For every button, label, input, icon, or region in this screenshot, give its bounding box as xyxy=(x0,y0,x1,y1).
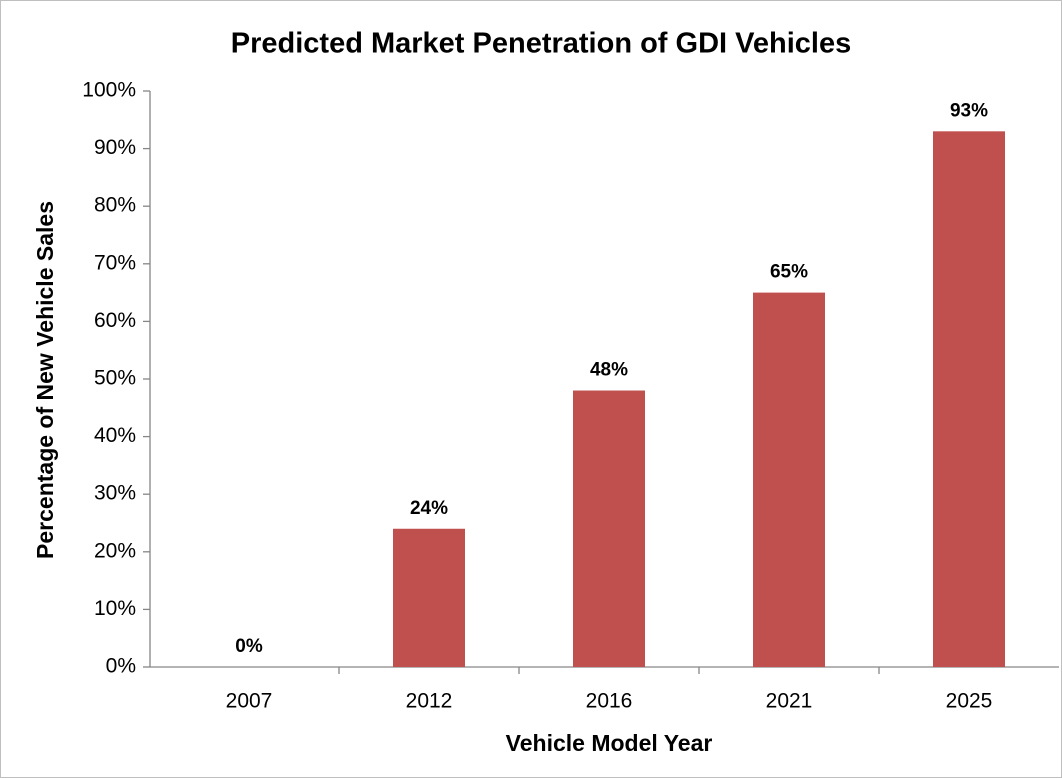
data-label: 93% xyxy=(950,100,988,121)
y-tick-label: 50% xyxy=(94,367,136,390)
x-tick-label: 2012 xyxy=(406,690,453,713)
data-label: 48% xyxy=(590,360,628,381)
y-tick-label: 70% xyxy=(94,251,136,274)
y-tick-label: 90% xyxy=(94,136,136,159)
y-tick-label: 60% xyxy=(94,309,136,332)
data-label: 65% xyxy=(770,262,808,283)
y-tick-label: 100% xyxy=(82,79,136,102)
x-tick-label: 2025 xyxy=(946,690,993,713)
y-axis-title: Percentage of New Vehicle Sales xyxy=(32,201,58,559)
bar xyxy=(933,131,1005,667)
y-tick-label: 40% xyxy=(94,424,136,447)
y-tick-label: 80% xyxy=(94,194,136,217)
y-tick-label: 20% xyxy=(94,539,136,562)
x-tick-label: 2021 xyxy=(766,690,813,713)
y-tick-label: 30% xyxy=(94,482,136,505)
data-label: 0% xyxy=(235,636,263,657)
x-tick-label: 2007 xyxy=(226,690,273,713)
x-tick-label: 2016 xyxy=(586,690,633,713)
data-label: 24% xyxy=(410,498,448,519)
y-tick-label: 0% xyxy=(106,655,136,678)
x-axis-title: Vehicle Model Year xyxy=(506,730,713,756)
chart-title: Predicted Market Penetration of GDI Vehi… xyxy=(231,28,851,60)
bar xyxy=(573,390,645,667)
bar xyxy=(393,528,465,667)
bar xyxy=(753,292,825,667)
y-tick-label: 10% xyxy=(94,597,136,620)
